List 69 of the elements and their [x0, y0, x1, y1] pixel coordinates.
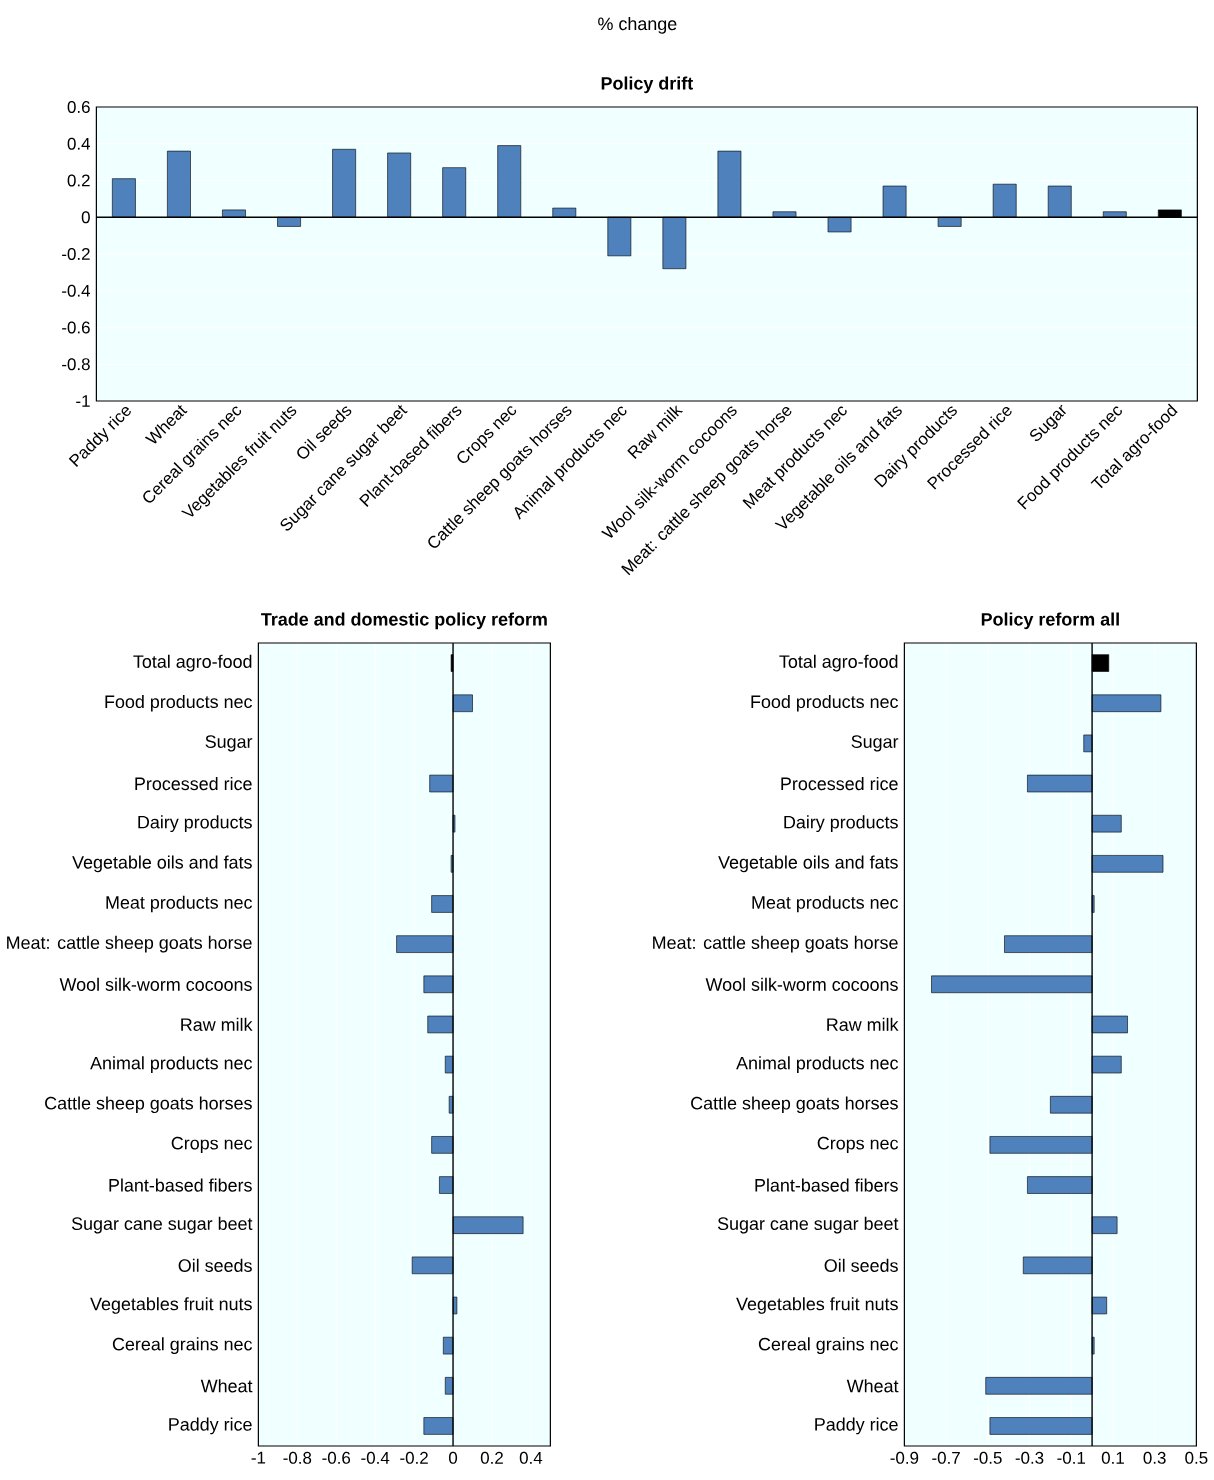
- y-tick-label: Crops nec: [171, 1136, 253, 1154]
- chart-title: Policy reform all: [981, 612, 1119, 630]
- y-tick-label: Meat: cattle sheep goats horse: [653, 935, 898, 953]
- x-tick-label: 0.5: [1185, 1451, 1208, 1464]
- x-tick-label: 0.4: [519, 1451, 543, 1464]
- x-tick-label: -0.7: [932, 1451, 960, 1464]
- chart-title: Policy drift: [601, 76, 694, 94]
- y-tick-label: Plant-based fibers: [755, 1178, 898, 1192]
- y-tick-label: Raw milk: [827, 1017, 899, 1032]
- y-tick-label: Vegetable oils and fats: [718, 855, 898, 873]
- y-tick-label: Wool silk-worm cocoons: [59, 977, 252, 991]
- y-tick-label: -0.6: [62, 321, 90, 334]
- y-tick-label: Wool silk-worm cocoons: [705, 977, 898, 991]
- y-tick-label: 0.2: [67, 174, 90, 187]
- y-tick-label: Total agro-food: [779, 654, 898, 672]
- x-tick-label: 0.2: [480, 1451, 503, 1464]
- y-tick-label: Raw milk: [181, 1017, 253, 1032]
- y-tick-label: Paddy rice: [169, 1417, 252, 1435]
- y-tick-label: Vegetables fruit nuts: [90, 1297, 252, 1314]
- y-tick-label: Animal products nec: [736, 1056, 899, 1073]
- chart-title: Trade and domestic policy reform: [261, 612, 547, 630]
- x-tick-label: -0.1: [1057, 1451, 1086, 1464]
- y-tick-label: Processed rice: [135, 776, 252, 791]
- y-tick-label: Dairy products: [784, 815, 898, 833]
- y-tick-label: Cattle sheep goats horses: [45, 1096, 252, 1114]
- y-tick-label: Meat products nec: [752, 895, 899, 913]
- x-tick-label: -0.2: [400, 1451, 428, 1464]
- y-tick-label: Crops nec: [817, 1136, 899, 1154]
- y-tick-label: Sugar cane sugar beet: [718, 1216, 899, 1234]
- y-tick-label: -1: [76, 395, 90, 407]
- y-tick-label: Animal products nec: [90, 1056, 253, 1073]
- y-tick-label: -0.4: [62, 284, 91, 297]
- y-tick-label: -0.8: [62, 358, 90, 371]
- y-tick-label: Vegetables fruit nuts: [736, 1297, 898, 1314]
- x-tick-label: -0.6: [322, 1451, 351, 1464]
- y-tick-label: Meat products nec: [106, 895, 253, 913]
- x-tick-label: -0.8: [283, 1451, 312, 1464]
- y-tick-label: Food products nec: [105, 694, 253, 712]
- y-tick-label: 0.4: [67, 137, 91, 150]
- x-tick-label: -0.9: [890, 1451, 919, 1464]
- x-tick-label: -0.3: [1015, 1451, 1044, 1464]
- y-tick-label: Oil seeds: [178, 1258, 252, 1272]
- x-tick-label: 0.1: [1101, 1451, 1124, 1464]
- y-tick-label: 0.6: [67, 101, 90, 114]
- x-tick-label: -0.5: [974, 1451, 1002, 1464]
- y-tick-label: Cattle sheep goats horses: [691, 1096, 898, 1114]
- x-tick-label: 0.3: [1143, 1451, 1166, 1464]
- text: % change: [598, 17, 677, 34]
- y-tick-label: Meat: cattle sheep goats horse: [7, 935, 252, 953]
- y-tick-label: -0.2: [62, 248, 90, 261]
- y-tick-label: Wheat: [200, 1379, 253, 1393]
- y-tick-label: Cereal grains nec: [113, 1337, 253, 1354]
- y-tick-label: Oil seeds: [824, 1258, 898, 1272]
- y-tick-label: Plant-based fibers: [109, 1178, 252, 1192]
- y-tick-label: Processed rice: [781, 776, 898, 791]
- x-tick-label: -0.4: [361, 1451, 390, 1464]
- y-tick-label: Wheat: [846, 1379, 899, 1393]
- y-tick-label: Sugar cane sugar beet: [72, 1216, 253, 1234]
- y-tick-label: Cereal grains nec: [759, 1337, 899, 1354]
- y-tick-label: Total agro-food: [133, 654, 252, 672]
- y-tick-label: Food products nec: [751, 694, 899, 712]
- y-tick-label: Vegetable oils and fats: [72, 855, 252, 873]
- y-tick-label: 0: [81, 211, 90, 224]
- y-tick-label: Paddy rice: [815, 1417, 898, 1435]
- y-tick-label: Sugar: [205, 735, 253, 752]
- x-tick-label: 0: [449, 1451, 458, 1464]
- y-tick-label: Sugar: [851, 735, 899, 752]
- x-tick-label: -1: [251, 1451, 266, 1464]
- y-tick-label: Dairy products: [138, 815, 252, 833]
